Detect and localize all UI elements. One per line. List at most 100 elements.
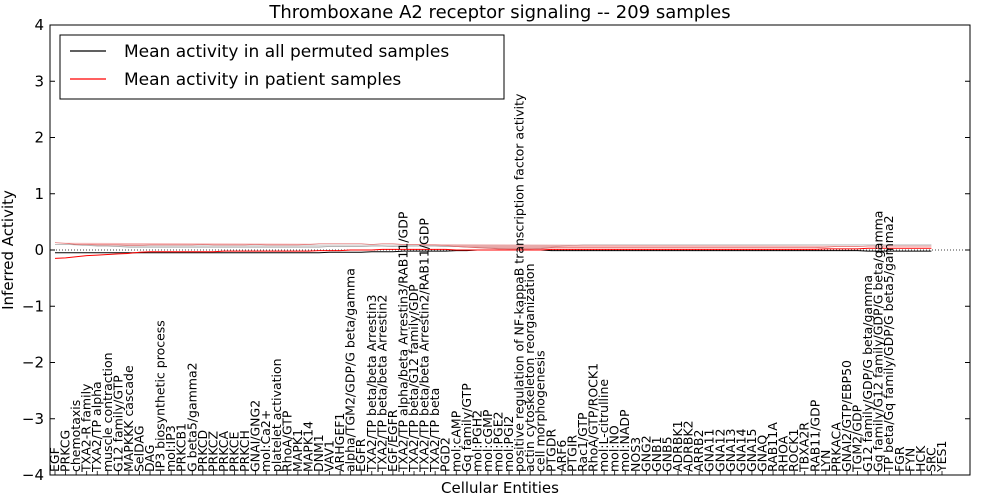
x-tick-label: SRC: [923, 447, 938, 472]
x-tick-label: TXA2/TP alpha: [89, 381, 104, 473]
x-tick-label: G12 family/GDP/G beta/gamma: [860, 275, 875, 472]
x-tick-label: TXA2/TP beta/beta Arrestin2: [374, 295, 389, 473]
y-tick-label: 4: [34, 16, 44, 34]
band-patient: [54, 242, 932, 250]
x-tick-label: Gq family/GTP: [459, 383, 474, 472]
y-tick-label: −3: [22, 410, 44, 428]
x-tick-label: TXA2/TP alpha/beta Arrestin3/RAB11/GDP: [396, 211, 411, 473]
x-tick-label: alpha/TGM2/GDP/G beta/gamma: [343, 268, 358, 472]
x-tick-label: FGR: [892, 446, 907, 472]
x-tick-label: RhoA/GTP/ROCK1: [586, 363, 601, 472]
x-tick-label: platelet activation: [269, 358, 284, 472]
x-tick-label: actin cytoskeleton reorganization: [522, 263, 537, 472]
x-tick-label: PRKCG: [58, 430, 73, 472]
x-tick-label: PRKCB1: [174, 423, 189, 472]
y-axis-label: Inferred Activity: [0, 190, 17, 310]
x-tick-label: PGD2: [438, 437, 453, 472]
x-tick-label: MAPKKK cascade: [121, 365, 136, 472]
x-tick-label: PRKCH: [237, 430, 252, 472]
x-tick-label: EGF/EGFR: [385, 409, 400, 472]
x-tick-label: ADRBK1: [670, 420, 685, 472]
x-tick-label: mol:L-citrulline: [596, 379, 611, 472]
x-tick-label: VAV1: [322, 440, 337, 472]
x-tick-label: PRKCE: [227, 432, 242, 472]
x-tick-label: RhoA/GTP: [279, 410, 294, 472]
x-tick-label: LYN: [818, 450, 833, 472]
y-tick-label: −4: [22, 466, 44, 484]
legend-label-patient: Mean activity in patient samples: [124, 70, 401, 90]
x-tick-label: GNG2: [638, 435, 653, 472]
legend-label-permuted: Mean activity in all permuted samples: [124, 42, 449, 62]
chart-title: Thromboxane A2 receptor signaling -- 209…: [268, 2, 730, 23]
x-tick-label: GNA15: [744, 429, 759, 473]
x-tick-label: GNA14: [733, 428, 748, 472]
x-tick-label: DNM1: [311, 434, 326, 472]
x-tick-label: MAPK1: [290, 429, 305, 472]
x-tick-label: mol:NADP: [617, 409, 632, 472]
y-ticks: 4 3 2 1 0 −1 −2 −3 −4: [22, 16, 970, 484]
x-tick-label: SelDAG: [132, 425, 147, 472]
x-tick-label: GNA11: [702, 429, 717, 473]
x-tick-label: TXA2/TP beta/G12 family/GDP: [406, 284, 421, 473]
x-tick-label: ADRBK2: [681, 420, 696, 472]
x-tick-label: TP beta/Gq family/GDP/G beta5/gamma2: [881, 215, 896, 473]
x-tick-label: mol:Ca2+: [258, 410, 273, 472]
x-tick-label: PRKCD: [195, 430, 210, 472]
y-tick-label: 2: [34, 129, 44, 147]
x-tick-label: Gq family/G12 family/GDP/G beta/gamma: [871, 211, 886, 472]
line-patient: [54, 247, 932, 259]
x-tick-label: PRKCZ: [205, 431, 220, 472]
x-tick-label: TXA2/TP beta/beta Arrestin3: [364, 295, 379, 473]
y-tick-label: 3: [34, 72, 44, 90]
x-tick-label: PTGIR: [564, 434, 579, 472]
legend: Mean activity in all permuted samples Me…: [59, 34, 505, 100]
legend-box: [59, 34, 505, 100]
x-tick-label: cell morphogenesis: [533, 350, 548, 472]
x-tick-label: GNAI/GNG2: [248, 400, 263, 472]
x-tick-label: Rac1/GTP: [575, 412, 590, 472]
x-tick-label: GNAI2/GTP/EBP50: [839, 360, 854, 472]
x-tick-label: mol:PGI2: [501, 416, 516, 472]
x-tick-label: mol:cGMP: [480, 409, 495, 472]
y-tick-label: −1: [22, 297, 44, 315]
x-tick-label: GNB5: [660, 436, 675, 472]
x-tick-label: TGM2/GDP: [850, 404, 865, 473]
x-tick-label: ROCK1: [786, 429, 801, 472]
y-tick-label: 1: [34, 185, 44, 203]
plot-frame: [49, 24, 971, 476]
x-tick-label: mol:PGH2: [469, 410, 484, 472]
x-tick-label: YES1: [934, 441, 949, 473]
x-tick-label: mol:cAMP: [448, 410, 463, 472]
x-tick-label: TXA2/TP beta: [427, 388, 442, 473]
x-tick-label: PRKACA: [828, 422, 843, 472]
x-tick-label: chemotaxis: [68, 400, 83, 472]
x-axis-label: Cellular Entities: [441, 479, 559, 497]
y-tick-label: 0: [34, 241, 44, 259]
confidence-bands: [54, 242, 932, 250]
x-tick-label: TXA2/TP beta/beta Arrestin2/RAB11/GDP: [417, 218, 432, 473]
x-tick-label: G beta5/gamma2: [184, 362, 199, 472]
x-tick-label: ARRB2: [691, 430, 706, 472]
x-tick-label: muscle contraction: [100, 352, 115, 472]
x-tick-label: ARF6: [554, 440, 569, 472]
x-tick-label: ARHGEF1: [332, 413, 347, 472]
x-tick-label: FYN: [902, 448, 917, 472]
series-lines: [50, 247, 970, 259]
x-tick-label: GNAQ: [755, 435, 770, 472]
x-tick-label: TBXA2R: [797, 422, 812, 473]
x-tick-label: TXA2-R family: [79, 383, 94, 473]
x-tick-label: RHOA: [776, 435, 791, 472]
x-tick-label: G12 family/GTP: [110, 375, 125, 472]
x-tick-label: PRKCA: [216, 431, 231, 472]
x-tick-label: mol:PGE2: [491, 411, 506, 472]
x-tick-label: MAPK14: [300, 421, 315, 472]
x-tick-label: GNA12: [712, 429, 727, 473]
x-tick-label: PTGDR: [543, 429, 558, 472]
x-tick-label: positive regulation of NF-kappaB transcr…: [512, 93, 527, 472]
y-tick-label: −2: [22, 354, 44, 372]
x-tick-label: EGFR: [353, 438, 368, 472]
x-tick-label: IP3 biosynthetic process: [153, 320, 168, 472]
x-tick-label: mol:IP3: [163, 425, 178, 472]
